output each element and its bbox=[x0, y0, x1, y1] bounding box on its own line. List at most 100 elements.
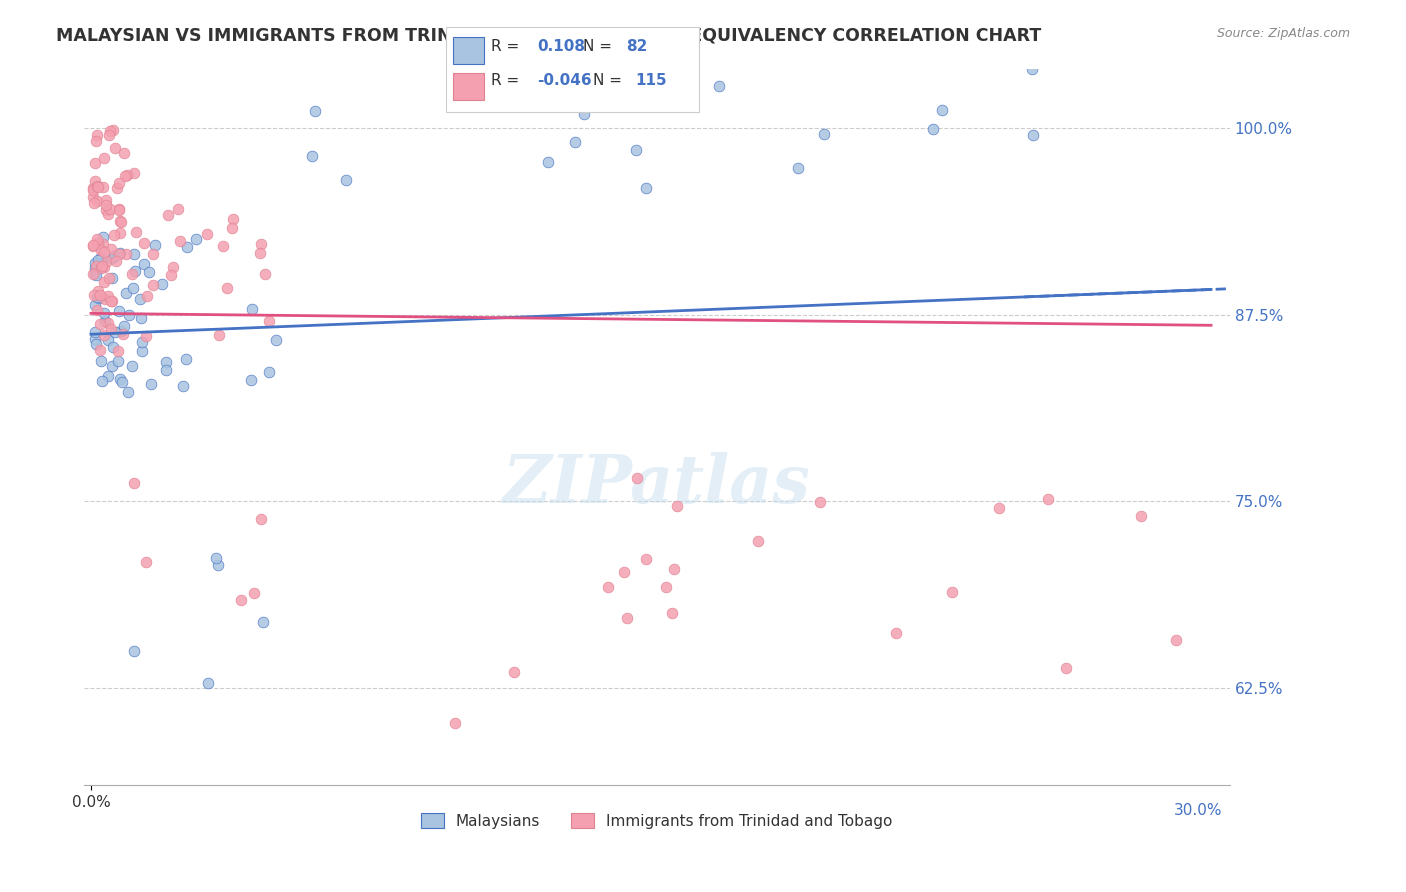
Malaysians bbox=[117, 384, 139, 399]
Immigrants from Trinidad and Tobago bbox=[503, 665, 526, 679]
Immigrants from Trinidad and Tobago bbox=[96, 253, 118, 268]
Malaysians bbox=[207, 558, 229, 572]
Immigrants from Trinidad and Tobago bbox=[84, 259, 107, 273]
Immigrants from Trinidad and Tobago bbox=[101, 294, 124, 309]
Immigrants from Trinidad and Tobago bbox=[90, 244, 112, 258]
Text: 30.0%: 30.0% bbox=[1174, 803, 1222, 818]
Text: 0.108: 0.108 bbox=[537, 39, 585, 54]
Malaysians bbox=[86, 337, 108, 351]
Malaysians bbox=[155, 355, 177, 369]
Malaysians bbox=[138, 264, 160, 278]
Immigrants from Trinidad and Tobago bbox=[82, 239, 104, 253]
Malaysians bbox=[83, 332, 105, 346]
Malaysians bbox=[110, 325, 132, 339]
Malaysians bbox=[707, 79, 730, 94]
Immigrants from Trinidad and Tobago bbox=[124, 225, 146, 239]
Immigrants from Trinidad and Tobago bbox=[104, 141, 127, 155]
Immigrants from Trinidad and Tobago bbox=[107, 344, 129, 359]
Text: N =: N = bbox=[583, 39, 617, 54]
Malaysians bbox=[131, 343, 153, 358]
Immigrants from Trinidad and Tobago bbox=[100, 294, 122, 309]
Malaysians bbox=[131, 334, 153, 349]
Immigrants from Trinidad and Tobago bbox=[250, 236, 273, 251]
Immigrants from Trinidad and Tobago bbox=[613, 566, 636, 580]
Immigrants from Trinidad and Tobago bbox=[666, 499, 689, 513]
Malaysians bbox=[172, 379, 194, 393]
Text: R =: R = bbox=[491, 39, 524, 54]
Immigrants from Trinidad and Tobago bbox=[96, 193, 118, 207]
Malaysians bbox=[264, 334, 287, 348]
Text: Source: ZipAtlas.com: Source: ZipAtlas.com bbox=[1216, 27, 1350, 40]
Immigrants from Trinidad and Tobago bbox=[97, 207, 120, 221]
Malaysians bbox=[86, 260, 108, 275]
Immigrants from Trinidad and Tobago bbox=[87, 284, 110, 298]
Immigrants from Trinidad and Tobago bbox=[884, 626, 907, 640]
Immigrants from Trinidad and Tobago bbox=[83, 156, 105, 170]
Immigrants from Trinidad and Tobago bbox=[86, 303, 108, 318]
Immigrants from Trinidad and Tobago bbox=[98, 124, 121, 138]
Malaysians bbox=[152, 277, 174, 291]
Immigrants from Trinidad and Tobago bbox=[195, 227, 218, 241]
Malaysians bbox=[90, 251, 112, 265]
Malaysians bbox=[121, 359, 143, 374]
Malaysians bbox=[636, 181, 658, 195]
Malaysians bbox=[186, 232, 208, 246]
Immigrants from Trinidad and Tobago bbox=[167, 202, 190, 216]
Immigrants from Trinidad and Tobago bbox=[250, 512, 273, 526]
Immigrants from Trinidad and Tobago bbox=[157, 208, 180, 222]
Immigrants from Trinidad and Tobago bbox=[83, 195, 105, 210]
Immigrants from Trinidad and Tobago bbox=[135, 555, 157, 569]
Immigrants from Trinidad and Tobago bbox=[91, 236, 114, 251]
Immigrants from Trinidad and Tobago bbox=[93, 244, 115, 259]
Immigrants from Trinidad and Tobago bbox=[142, 278, 165, 293]
Immigrants from Trinidad and Tobago bbox=[96, 202, 118, 217]
Malaysians bbox=[91, 230, 114, 244]
Immigrants from Trinidad and Tobago bbox=[96, 198, 118, 212]
Immigrants from Trinidad and Tobago bbox=[91, 259, 114, 273]
Immigrants from Trinidad and Tobago bbox=[93, 293, 115, 307]
Immigrants from Trinidad and Tobago bbox=[122, 476, 145, 491]
Immigrants from Trinidad and Tobago bbox=[101, 122, 124, 136]
Malaysians bbox=[110, 245, 132, 260]
Malaysians bbox=[83, 261, 105, 276]
Immigrants from Trinidad and Tobago bbox=[82, 268, 104, 282]
Immigrants from Trinidad and Tobago bbox=[121, 267, 143, 281]
Immigrants from Trinidad and Tobago bbox=[86, 232, 108, 246]
Immigrants from Trinidad and Tobago bbox=[89, 288, 111, 302]
Malaysians bbox=[143, 238, 166, 252]
Immigrants from Trinidad and Tobago bbox=[93, 260, 115, 274]
Malaysians bbox=[97, 369, 120, 384]
Malaysians bbox=[537, 154, 560, 169]
Malaysians bbox=[83, 325, 105, 339]
Immigrants from Trinidad and Tobago bbox=[93, 328, 115, 343]
Text: N =: N = bbox=[593, 73, 627, 87]
Malaysians bbox=[104, 325, 127, 339]
Malaysians bbox=[90, 354, 112, 368]
Malaysians bbox=[83, 267, 105, 281]
Malaysians bbox=[83, 298, 105, 312]
Immigrants from Trinidad and Tobago bbox=[84, 174, 107, 188]
Immigrants from Trinidad and Tobago bbox=[107, 176, 129, 190]
Immigrants from Trinidad and Tobago bbox=[89, 343, 111, 358]
Immigrants from Trinidad and Tobago bbox=[115, 246, 138, 260]
Malaysians bbox=[139, 377, 162, 392]
Immigrants from Trinidad and Tobago bbox=[134, 236, 156, 251]
Immigrants from Trinidad and Tobago bbox=[208, 328, 231, 343]
Immigrants from Trinidad and Tobago bbox=[162, 260, 184, 274]
Malaysians bbox=[931, 103, 953, 117]
Malaysians bbox=[786, 161, 808, 176]
Immigrants from Trinidad and Tobago bbox=[114, 169, 136, 183]
Malaysians bbox=[240, 302, 263, 317]
Text: 115: 115 bbox=[636, 73, 666, 87]
Malaysians bbox=[174, 352, 197, 367]
Malaysians bbox=[529, 99, 551, 113]
Malaysians bbox=[114, 318, 136, 333]
Immigrants from Trinidad and Tobago bbox=[98, 128, 121, 143]
Immigrants from Trinidad and Tobago bbox=[159, 268, 181, 282]
Immigrants from Trinidad and Tobago bbox=[82, 237, 104, 252]
Text: ZIPatlas: ZIPatlas bbox=[503, 451, 810, 516]
Immigrants from Trinidad and Tobago bbox=[82, 182, 104, 196]
Immigrants from Trinidad and Tobago bbox=[135, 289, 157, 303]
Immigrants from Trinidad and Tobago bbox=[98, 271, 121, 285]
Immigrants from Trinidad and Tobago bbox=[655, 580, 678, 594]
